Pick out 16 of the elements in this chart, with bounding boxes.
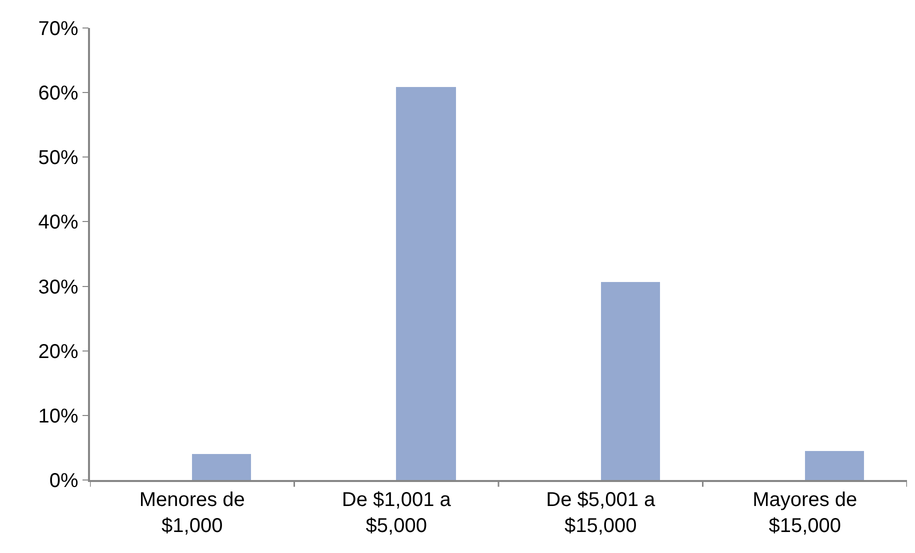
x-tick-label: Mayores de $15,000 — [752, 488, 858, 537]
y-tick-label: 70% — [38, 18, 78, 40]
y-tick-label: 50% — [38, 147, 78, 170]
y-tick-label: 60% — [38, 82, 78, 105]
y-tick-label: 0% — [49, 470, 78, 492]
bar — [192, 454, 251, 480]
x-tick-label: De $5,001 a $15,000 — [546, 488, 656, 537]
bar — [805, 451, 864, 480]
y-tick-label: 30% — [38, 276, 78, 298]
y-tick-label: 20% — [38, 340, 78, 363]
bar — [601, 282, 660, 480]
bar — [396, 87, 456, 480]
y-tick-label: 40% — [38, 212, 78, 234]
x-tick-label: De $1,001 a $5,000 — [342, 488, 452, 537]
x-tick-label: Menores de $1,000 — [139, 488, 245, 537]
y-tick-label: 10% — [38, 405, 78, 428]
